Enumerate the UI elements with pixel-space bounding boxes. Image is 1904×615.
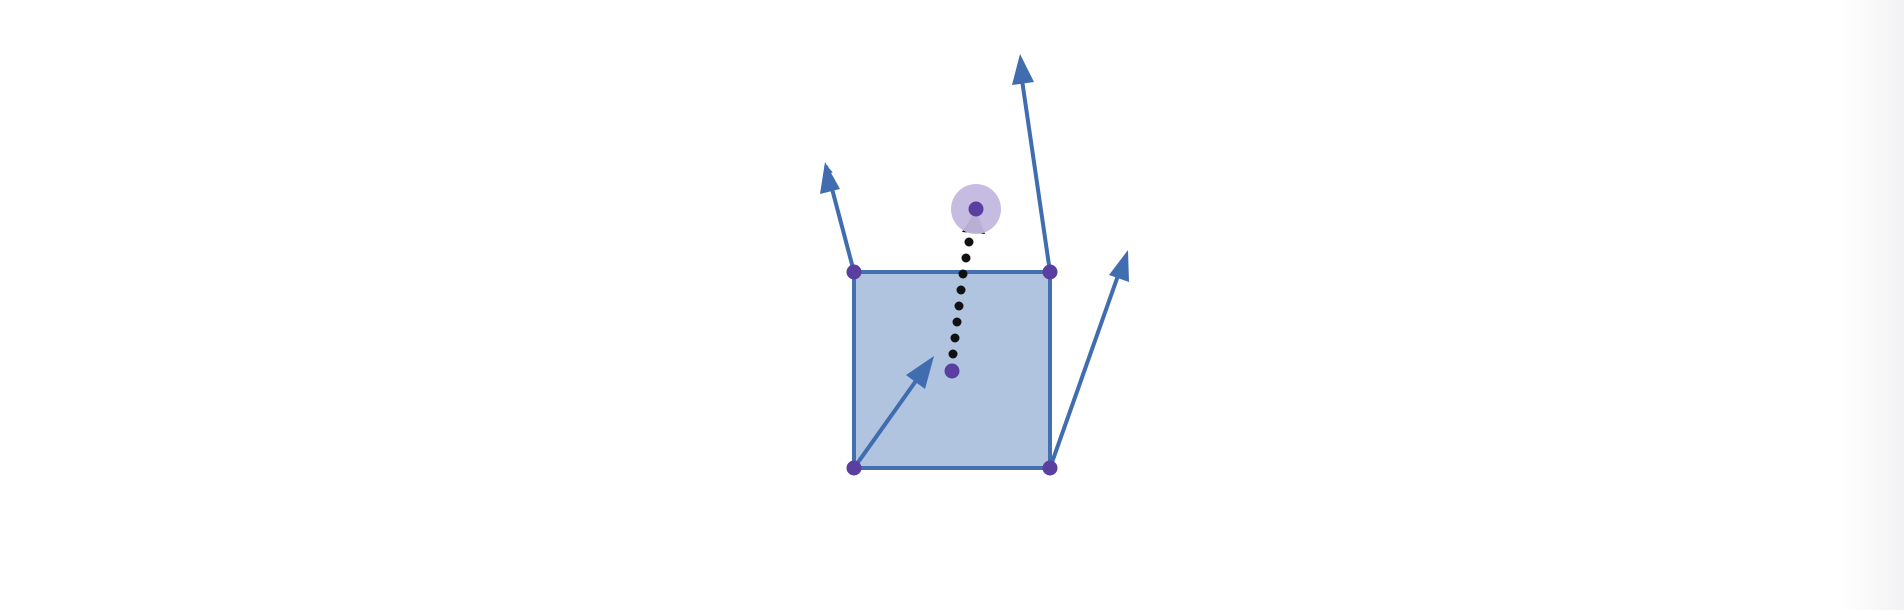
dotted-vector-dot <box>964 237 974 247</box>
scrollbar-track[interactable] <box>1840 0 1904 610</box>
top-right-vector-arrowhead <box>1012 54 1034 85</box>
vectors <box>820 54 1129 470</box>
target-point[interactable] <box>968 201 984 217</box>
corner-point-bottom-right[interactable] <box>1042 460 1058 476</box>
bottom-right-vector-arrowhead <box>1109 250 1129 282</box>
corner-point-top-right[interactable] <box>1042 264 1058 280</box>
bottom-right-vector <box>1048 269 1122 469</box>
dotted-vector-dot <box>952 317 962 327</box>
corner-point-top-left[interactable] <box>846 264 862 280</box>
top-left-vector-arrowhead <box>820 162 840 194</box>
bottom-left-vector <box>852 376 920 470</box>
top-right-vector <box>1020 79 1052 273</box>
dotted-vector-dot <box>950 333 960 343</box>
dotted-vector-dot <box>956 285 966 295</box>
dotted-vector-dot <box>948 349 958 359</box>
dotted-vector-dot <box>961 253 971 263</box>
center-point[interactable] <box>944 363 960 379</box>
dotted-vector-dot <box>958 269 968 279</box>
bottom-left-vector-arrowhead <box>906 356 934 389</box>
dotted-vector-dot <box>954 301 964 311</box>
corner-point-bottom-left[interactable] <box>846 460 862 476</box>
